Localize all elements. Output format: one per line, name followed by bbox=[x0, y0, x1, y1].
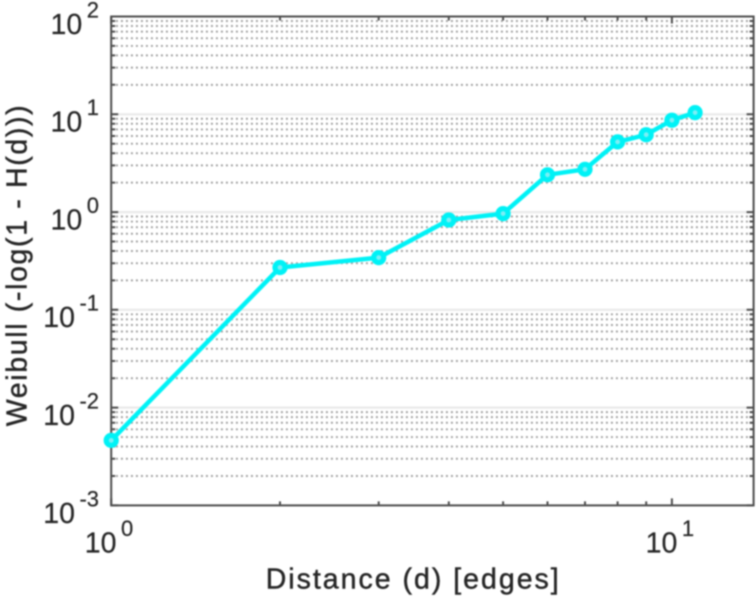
svg-text:Weibull (-log(1 - H(d))): Weibull (-log(1 - H(d))) bbox=[2, 104, 34, 427]
svg-text:Distance (d) [edges]: Distance (d) [edges] bbox=[266, 563, 561, 595]
